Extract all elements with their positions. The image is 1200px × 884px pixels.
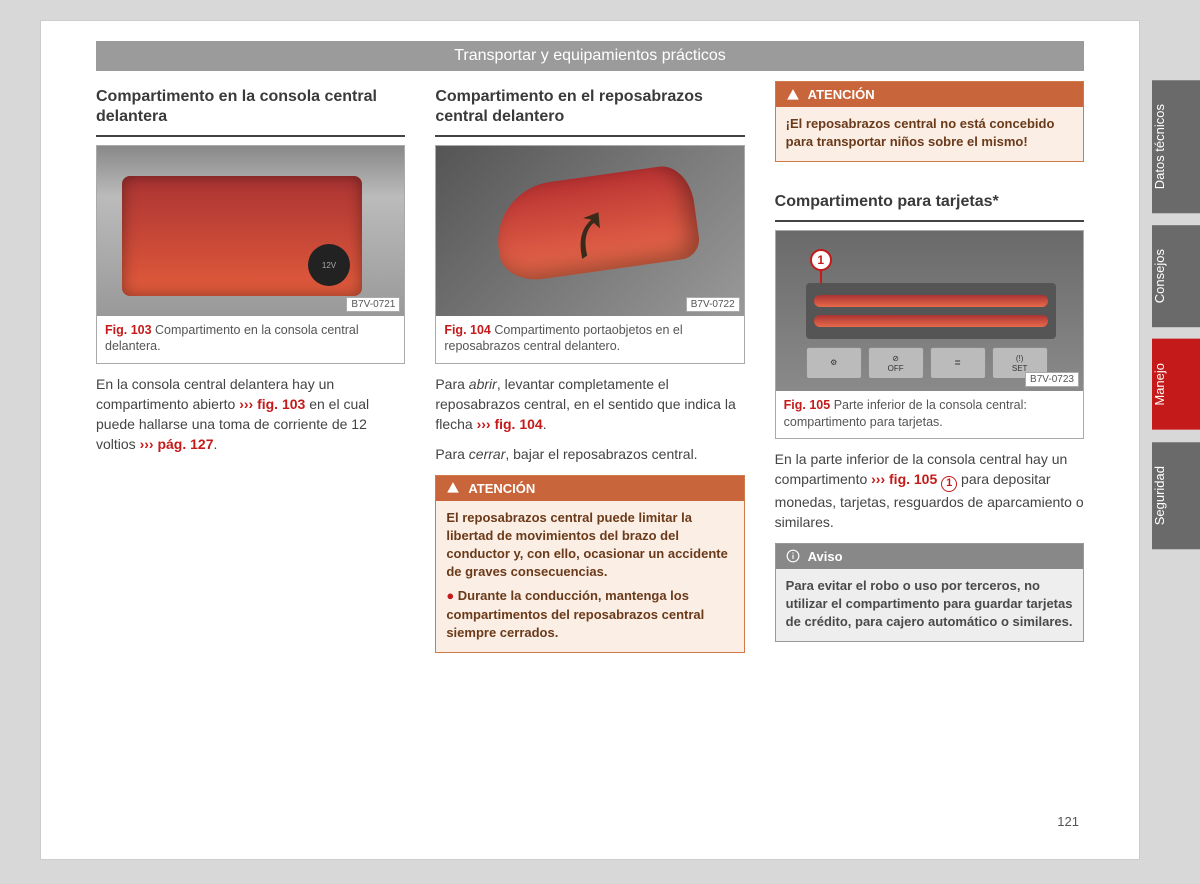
figure-104: B7V-0722 Fig. 104 Compartimento portaobj… bbox=[435, 145, 744, 364]
c2p1-t3: . bbox=[543, 416, 547, 432]
col2-warning-head-text: ATENCIÓN bbox=[468, 481, 535, 496]
manual-page: Transportar y equipamientos prácticos Co… bbox=[40, 20, 1140, 860]
col3-note-head: Aviso bbox=[776, 544, 1083, 569]
figure-103-image: 12V B7V-0721 bbox=[97, 146, 404, 316]
col2-warning: ATENCIÓN El reposabrazos central puede l… bbox=[435, 475, 744, 653]
c3-ref: ››› fig. 105 bbox=[871, 471, 937, 487]
col3-warning-head: ATENCIÓN bbox=[776, 82, 1083, 107]
figure-103-ref: Fig. 103 bbox=[105, 323, 152, 337]
card-slot-bottom bbox=[814, 315, 1048, 327]
figure-105-image: 1 ⚙ ⊘OFF ≣ (!)SET B7V-0723 bbox=[776, 231, 1083, 391]
figure-104-caption: Fig. 104 Compartimento portaobjetos en e… bbox=[436, 316, 743, 363]
figure-104-tag: B7V-0722 bbox=[686, 297, 740, 312]
power-socket-icon: 12V bbox=[308, 244, 350, 286]
col2-title: Compartimento en el reposabrazos central… bbox=[435, 81, 744, 137]
figure-103-tag: B7V-0721 bbox=[346, 297, 400, 312]
figure-105: 1 ⚙ ⊘OFF ≣ (!)SET B7V-0723 Fig. 105 bbox=[775, 230, 1084, 439]
col1-pageref: ››› pág. 127 bbox=[140, 436, 214, 452]
c2p1-em: abrir bbox=[469, 376, 497, 392]
card-slot-top bbox=[814, 295, 1048, 307]
figure-103-caption: Fig. 103 Compartimento en la consola cen… bbox=[97, 316, 404, 363]
page-number: 121 bbox=[1057, 814, 1079, 829]
col3-note-body: Para evitar el robo o uso por terceros, … bbox=[776, 569, 1083, 642]
col2-paragraph-2: Para cerrar, bajar el reposabrazos centr… bbox=[435, 444, 744, 464]
console-buttons: ⚙ ⊘OFF ≣ (!)SET bbox=[806, 347, 1048, 379]
figure-105-caption: Fig. 105 Parte inferior de la consola ce… bbox=[776, 391, 1083, 438]
warning-icon bbox=[446, 481, 460, 495]
tab-datos-tecnicos[interactable]: Datos técnicos bbox=[1152, 80, 1200, 213]
card-slots bbox=[806, 283, 1056, 339]
info-icon bbox=[786, 549, 800, 563]
col3-note: Aviso Para evitar el robo o uso por terc… bbox=[775, 543, 1084, 643]
console-btn-3: ≣ bbox=[930, 347, 986, 379]
console-btn-1: ⚙ bbox=[806, 347, 862, 379]
figure-104-ref: Fig. 104 bbox=[444, 323, 491, 337]
col3-note-head-text: Aviso bbox=[808, 549, 843, 564]
col2-paragraph-1: Para abrir, levantar completamente el re… bbox=[435, 374, 744, 435]
section-header: Transportar y equipamientos prácticos bbox=[96, 41, 1084, 71]
col1-title: Compartimento en la consola central dela… bbox=[96, 81, 405, 137]
c2p2-em: cerrar bbox=[469, 446, 506, 462]
col2-warning-head: ATENCIÓN bbox=[436, 476, 743, 501]
figure-104-image: B7V-0722 bbox=[436, 146, 743, 316]
c2p1-ref: ››› fig. 104 bbox=[477, 416, 543, 432]
console-btn-2: ⊘OFF bbox=[868, 347, 924, 379]
c2p1-t1: Para bbox=[435, 376, 468, 392]
col3-warning-body: ¡El reposabrazos central no está concebi… bbox=[776, 107, 1083, 161]
c3-circled: 1 bbox=[941, 476, 957, 492]
col2-warning-body: El reposabrazos central puede limitar la… bbox=[436, 501, 743, 652]
column-2: Compartimento en el reposabrazos central… bbox=[435, 81, 744, 653]
col1-t3: . bbox=[213, 436, 217, 452]
c2p2-t2: , bajar el reposabrazos central. bbox=[505, 446, 697, 462]
col3-title: Compartimento para tarjetas* bbox=[775, 186, 1084, 222]
col3-warning-top: ATENCIÓN ¡El reposabrazos central no est… bbox=[775, 81, 1084, 162]
col1-figref: ››› fig. 103 bbox=[239, 396, 305, 412]
warning-icon bbox=[786, 88, 800, 102]
col2-warn-text: El reposabrazos central puede limitar la… bbox=[446, 510, 728, 580]
tab-manejo[interactable]: Manejo bbox=[1152, 339, 1200, 430]
figure-105-tag: B7V-0723 bbox=[1025, 372, 1079, 387]
side-tabs: Datos técnicos Consejos Manejo Seguridad bbox=[1152, 80, 1200, 549]
tab-consejos[interactable]: Consejos bbox=[1152, 225, 1200, 327]
console-tray-shape: 12V bbox=[122, 176, 362, 296]
column-3: ATENCIÓN ¡El reposabrazos central no est… bbox=[775, 81, 1084, 653]
content-columns: Compartimento en la consola central dela… bbox=[41, 71, 1139, 653]
col3-paragraph: En la parte inferior de la consola centr… bbox=[775, 449, 1084, 533]
socket-label: 12V bbox=[322, 261, 336, 270]
callout-1: 1 bbox=[810, 249, 832, 271]
col3-warning-head-text: ATENCIÓN bbox=[808, 87, 875, 102]
column-1: Compartimento en la consola central dela… bbox=[96, 81, 405, 653]
col1-paragraph: En la consola central delantera hay un c… bbox=[96, 374, 405, 455]
figure-103: 12V B7V-0721 Fig. 103 Compartimento en l… bbox=[96, 145, 405, 364]
figure-105-ref: Fig. 105 bbox=[784, 398, 831, 412]
col2-warn-bullet: Durante la conducción, mantenga los comp… bbox=[446, 587, 733, 642]
tab-seguridad[interactable]: Seguridad bbox=[1152, 442, 1200, 549]
c2p2-t1: Para bbox=[435, 446, 468, 462]
